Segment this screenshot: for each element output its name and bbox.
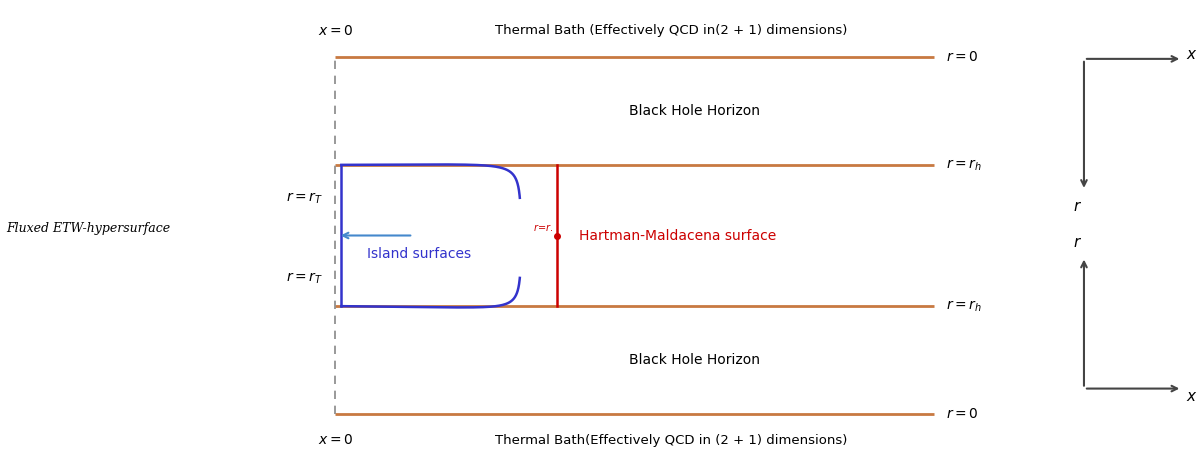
Text: Fluxed ETW-hypersurface: Fluxed ETW-hypersurface bbox=[6, 222, 170, 235]
Text: Thermal Bath (Effectively QCD in(2 + 1) dimensions): Thermal Bath (Effectively QCD in(2 + 1) … bbox=[494, 24, 847, 37]
Text: Island surfaces: Island surfaces bbox=[367, 247, 472, 261]
Text: $x = 0$: $x = 0$ bbox=[318, 433, 353, 447]
Text: $r\!=\!r.$: $r\!=\!r.$ bbox=[533, 222, 553, 233]
Text: $x = 0$: $x = 0$ bbox=[318, 24, 353, 38]
Text: Thermal Bath(Effectively QCD in (2 + 1) dimensions): Thermal Bath(Effectively QCD in (2 + 1) … bbox=[494, 434, 847, 447]
Text: $r = 0$: $r = 0$ bbox=[947, 407, 979, 422]
Text: Hartman-Maldacena surface: Hartman-Maldacena surface bbox=[578, 228, 775, 243]
Text: $r = r_h$: $r = r_h$ bbox=[947, 157, 982, 172]
Text: Black Hole Horizon: Black Hole Horizon bbox=[629, 104, 760, 118]
Text: Black Hole Horizon: Black Hole Horizon bbox=[629, 353, 760, 367]
Text: $r$: $r$ bbox=[1074, 236, 1082, 250]
Text: $r = r_T$: $r = r_T$ bbox=[287, 270, 323, 285]
Text: $x$: $x$ bbox=[1186, 390, 1198, 404]
Text: $r = 0$: $r = 0$ bbox=[947, 49, 979, 64]
Text: $r = r_h$: $r = r_h$ bbox=[947, 299, 982, 314]
Text: $r$: $r$ bbox=[1074, 200, 1082, 214]
Text: $r = r_T$: $r = r_T$ bbox=[287, 190, 323, 205]
Text: $x$: $x$ bbox=[1186, 48, 1198, 62]
